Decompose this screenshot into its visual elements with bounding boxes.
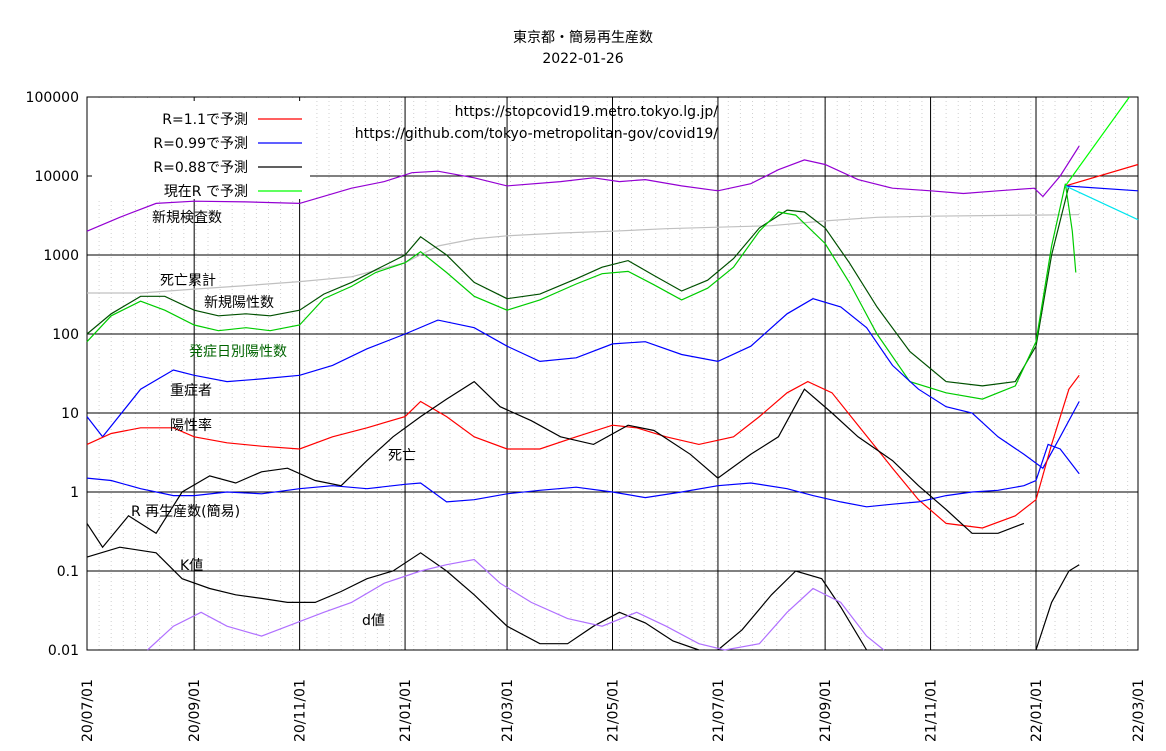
series-K-line (86, 546, 700, 651)
chart-subtitle: 2022-01-26 (542, 51, 624, 67)
legend-label: 現在R で予測 (164, 184, 248, 200)
annotation-r: R 再生産数(簡易) (131, 504, 240, 520)
annotation-cum-deaths: 死亡累計 (160, 273, 216, 289)
y-tick-label: 100000 (26, 90, 79, 106)
annotation-onset-positives: 発症日別陽性数 (189, 344, 287, 360)
series-R-line (86, 443, 1080, 508)
y-tick-label: 0.1 (57, 564, 79, 580)
x-tick-label: 21/11/01 (924, 679, 940, 742)
annotation-d: d値 (362, 613, 385, 629)
legend-label: R=0.99で予測 (153, 136, 248, 152)
annotation-positive-rate: 陽性率 (170, 417, 212, 434)
annotation-k: K値 (180, 558, 203, 574)
series-deaths-line (86, 380, 1025, 549)
x-tick-label: 22/03/01 (1131, 679, 1147, 742)
chart-title: 東京都・簡易再生産数 (513, 30, 653, 46)
series-onset_pos-line (86, 183, 1077, 400)
series-K3-line (1035, 564, 1080, 651)
y-tick-label: 1000 (43, 248, 79, 264)
legend-label: R=0.88で予測 (153, 160, 248, 176)
series-pred_r099-line (1065, 185, 1139, 192)
series-cum_deaths-line (87, 214, 1080, 294)
x-tick-label: 20/07/01 (80, 679, 96, 742)
series-pred_r088-line (1065, 185, 1139, 221)
annotation-new-positives: 新規陽性数 (204, 295, 274, 311)
legend-box (92, 101, 310, 199)
series-K2-line (717, 570, 868, 651)
series-severe-line (86, 298, 1080, 470)
annotation-severe: 重症者 (170, 383, 212, 399)
series-tests-line (86, 145, 1080, 232)
y-tick-label: 10000 (34, 169, 79, 185)
x-tick-label: 20/11/01 (293, 679, 309, 742)
series-pred_now-line (1064, 96, 1130, 187)
legend-label: R=1.1で予測 (162, 112, 248, 128)
series-d-line (147, 558, 885, 651)
series-new_pos-line (86, 185, 1070, 387)
y-tick-label: 0.01 (48, 643, 79, 659)
series-pred_r110-line (1065, 163, 1139, 187)
y-tick-label: 10 (61, 406, 79, 422)
x-tick-label: 21/01/01 (398, 679, 414, 742)
x-tick-label: 20/09/01 (187, 679, 203, 742)
annotation-deaths: 死亡 (388, 448, 416, 464)
x-tick-label: 21/07/01 (711, 679, 727, 742)
annotation-tests: 新規検査数 (152, 210, 222, 226)
x-tick-label: 22/01/01 (1029, 679, 1045, 742)
source-url: https://stopcovid19.metro.tokyo.lg.jp/ (455, 104, 719, 120)
x-tick-label: 21/03/01 (500, 679, 516, 742)
x-tick-label: 21/05/01 (606, 679, 622, 742)
plot-border (86, 96, 1139, 651)
x-tick-label: 21/09/01 (818, 679, 834, 742)
y-tick-label: 100 (52, 327, 79, 343)
source-url: https://github.com/tokyo-metropolitan-go… (355, 126, 719, 142)
y-tick-label: 1 (70, 485, 79, 501)
